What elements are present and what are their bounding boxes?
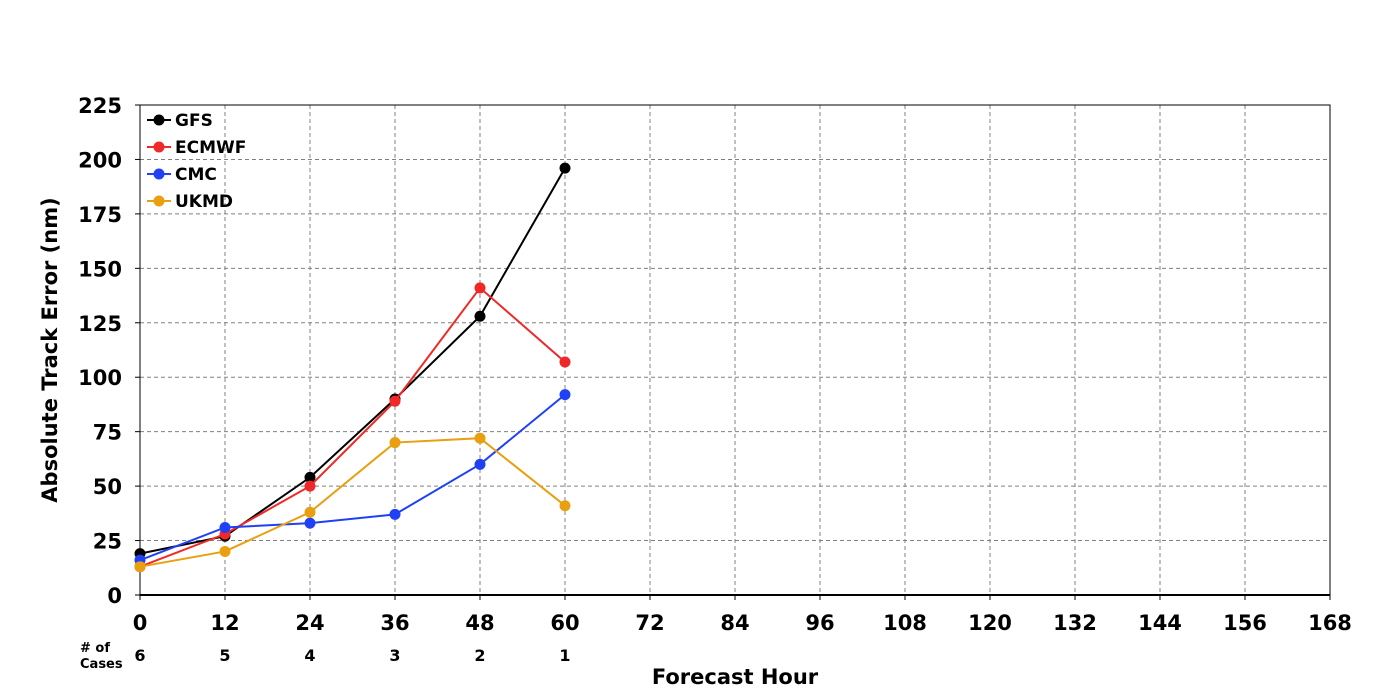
- data-point-ukmd: [474, 432, 486, 444]
- series-line-gfs: [139, 167, 566, 555]
- y-tick-label: 175: [78, 203, 122, 227]
- legend-item-ukmd: UKMD: [147, 192, 233, 212]
- data-point-gfs: [474, 310, 486, 322]
- series-line-ukmd: [139, 437, 566, 568]
- legend-label: ECMWF: [175, 138, 246, 158]
- legend-swatch-marker: [153, 114, 165, 126]
- x-tick-label: 168: [1308, 611, 1352, 635]
- data-point-ukmd: [559, 500, 571, 512]
- series-line-ecmwf: [139, 286, 566, 568]
- data-point-cmc: [304, 517, 316, 529]
- data-point-cmc: [559, 389, 571, 401]
- legend-item-ecmwf: ECMWF: [147, 138, 246, 158]
- legend-item-cmc: CMC: [147, 165, 217, 185]
- data-point-ukmd: [304, 506, 316, 518]
- x-tick-label: 0: [133, 611, 148, 635]
- x-tick-label: 72: [635, 611, 664, 635]
- x-tick-label: 12: [210, 611, 239, 635]
- data-point-ecmwf: [389, 395, 401, 407]
- cases-value: 5: [219, 646, 230, 665]
- legend-swatch-marker: [153, 141, 165, 153]
- y-tick-label: 0: [107, 584, 122, 608]
- series-gfs: [134, 162, 571, 560]
- series-ecmwf: [134, 282, 571, 573]
- y-tick-label: 125: [78, 312, 122, 336]
- x-tick-label: 108: [883, 611, 927, 635]
- data-point-ecmwf: [474, 282, 486, 294]
- y-tick-label: 225: [78, 94, 122, 118]
- x-tick-label: 48: [465, 611, 494, 635]
- x-axis-title: Forecast Hour: [652, 665, 819, 689]
- x-tick-label: 60: [550, 611, 579, 635]
- data-point-gfs: [304, 471, 316, 483]
- cases-value: 1: [559, 646, 570, 665]
- legend-label: GFS: [175, 111, 213, 131]
- y-tick-label: 25: [93, 530, 122, 554]
- x-tick-label: 144: [1138, 611, 1182, 635]
- data-point-cmc: [219, 521, 231, 533]
- cases-value: 6: [134, 646, 145, 665]
- data-point-ecmwf: [559, 356, 571, 368]
- grid-lines: [140, 105, 1330, 595]
- cases-row: # of Cases 6 5 4 3 2 1: [80, 641, 571, 672]
- legend-swatch-marker: [153, 195, 165, 207]
- data-point-ukmd: [219, 545, 231, 557]
- y-tick-label: 200: [78, 148, 122, 172]
- y-tick-label: 50: [93, 475, 122, 499]
- x-tick-label: 132: [1053, 611, 1097, 635]
- cases-label-line1: # of: [80, 641, 110, 656]
- data-point-ecmwf: [304, 480, 316, 492]
- cases-value: 2: [474, 646, 485, 665]
- x-tick-label: 96: [805, 611, 834, 635]
- x-tick-label: 24: [295, 611, 324, 635]
- legend-item-gfs: GFS: [147, 111, 213, 131]
- data-point-ukmd: [389, 437, 401, 449]
- data-point-ukmd: [134, 561, 146, 573]
- series-ukmd: [134, 432, 571, 573]
- cases-label-line2: Cases: [80, 657, 123, 672]
- series-line-cmc: [139, 393, 566, 562]
- data-point-cmc: [474, 458, 486, 470]
- cases-value: 3: [389, 646, 400, 665]
- y-tick-label: 150: [78, 257, 122, 281]
- x-tick-label: 120: [968, 611, 1012, 635]
- y-tick-label: 100: [78, 366, 122, 390]
- legend-label: UKMD: [175, 192, 233, 212]
- legend-swatch-marker: [153, 168, 165, 180]
- legend-label: CMC: [175, 165, 217, 185]
- x-tick-labels: 0 12 24 36 48 60 72 84 96 108 120 132 144 156 168: [133, 595, 1352, 635]
- y-tick-label: 75: [93, 421, 122, 445]
- x-tick-label: 156: [1223, 611, 1267, 635]
- legend: GFS ECMWF CMC UKMD: [147, 111, 246, 212]
- data-point-gfs: [559, 162, 571, 174]
- data-point-cmc: [389, 508, 401, 520]
- x-tick-label: 36: [380, 611, 409, 635]
- cases-value: 4: [304, 646, 315, 665]
- y-tick-labels: 0 25 50 75 100 125 150 175 200 225: [78, 94, 140, 608]
- y-axis-title: Absolute Track Error (nm): [38, 197, 62, 502]
- x-tick-label: 84: [720, 611, 749, 635]
- series-layer: [134, 162, 571, 573]
